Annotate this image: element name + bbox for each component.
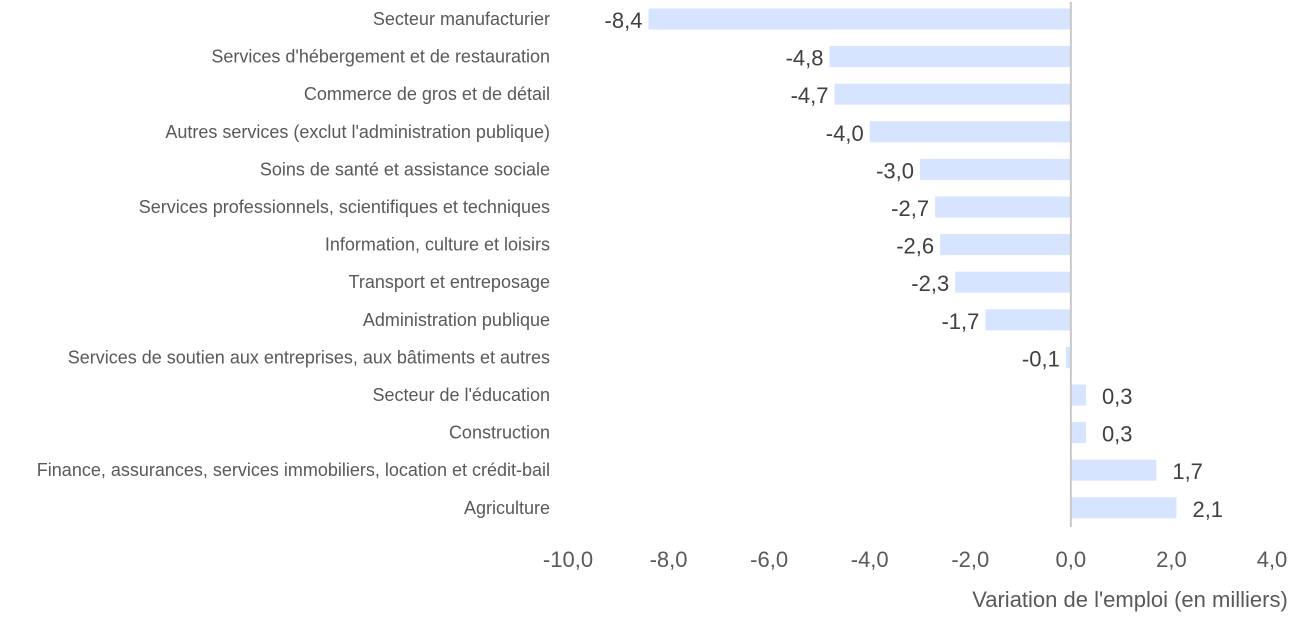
data-label: -3,0: [876, 158, 914, 183]
category-label: Information, culture et loisirs: [325, 235, 550, 255]
category-label: Services professionnels, scientifiques e…: [139, 197, 550, 217]
category-label: Soins de santé et assistance sociale: [260, 159, 550, 179]
data-label: -0,1: [1022, 346, 1060, 371]
x-tick-label: 4,0: [1257, 547, 1288, 572]
bar: [985, 309, 1071, 331]
category-labels-group: Secteur manufacturier Services d'hébergem…: [37, 9, 550, 518]
data-label: 1,7: [1172, 459, 1203, 484]
bar: [1070, 384, 1086, 406]
bars-group: [648, 8, 1177, 519]
category-label: Construction: [449, 423, 550, 443]
bar: [940, 234, 1071, 256]
x-tick-label: 0,0: [1056, 547, 1087, 572]
x-tick-labels-group: -10,0 -8,0 -6,0 -4,0 -2,0 0,0 2,0 4,0: [543, 547, 1287, 572]
x-axis-title: Variation de l'emploi (en milliers): [972, 587, 1288, 612]
x-tick-label: -8,0: [650, 547, 688, 572]
data-label: 2,1: [1192, 497, 1223, 522]
data-label: -2,6: [896, 234, 934, 259]
category-label: Administration publique: [363, 310, 550, 330]
data-labels-group: -8,4 -4,8 -4,7 -4,0 -3,0 -2,7 -2,6 -2,3 -1,7 -0,1…: [605, 8, 1224, 522]
data-label: -1,7: [941, 309, 979, 334]
data-label: -4,7: [791, 83, 829, 108]
bar: [935, 196, 1071, 218]
category-label: Secteur manufacturier: [373, 9, 550, 29]
category-label: Services de soutien aux entreprises, aux…: [68, 347, 550, 367]
bar: [1070, 497, 1177, 519]
bar: [648, 8, 1071, 30]
x-tick-label: -6,0: [750, 547, 788, 572]
data-label: 0,3: [1102, 422, 1133, 447]
data-label: -2,3: [911, 271, 949, 296]
bar: [1070, 459, 1157, 481]
category-label: Finance, assurances, services immobilier…: [37, 460, 550, 480]
data-label: -2,7: [891, 196, 929, 221]
category-label: Agriculture: [464, 498, 550, 518]
x-tick-label: -2,0: [951, 547, 989, 572]
category-label: Commerce de gros et de détail: [304, 84, 550, 104]
data-label: -8,4: [605, 8, 643, 33]
category-label: Services d'hébergement et de restauratio…: [211, 47, 550, 67]
x-tick-label: -4,0: [851, 547, 889, 572]
data-label: -4,0: [826, 121, 864, 146]
bar: [834, 83, 1071, 105]
bar: [869, 121, 1071, 143]
bar: [1065, 346, 1071, 368]
x-tick-label: -10,0: [543, 547, 593, 572]
bar: [955, 271, 1071, 293]
data-label: 0,3: [1102, 384, 1133, 409]
category-label: Transport et entreposage: [349, 272, 550, 292]
category-label: Secteur de l'éducation: [372, 385, 550, 405]
data-label: -4,8: [786, 46, 824, 71]
bar: [829, 46, 1071, 68]
bar: [920, 158, 1071, 180]
x-tick-label: 2,0: [1156, 547, 1187, 572]
bar: [1070, 422, 1086, 444]
category-label: Autres services (exclut l'administration…: [165, 122, 550, 142]
